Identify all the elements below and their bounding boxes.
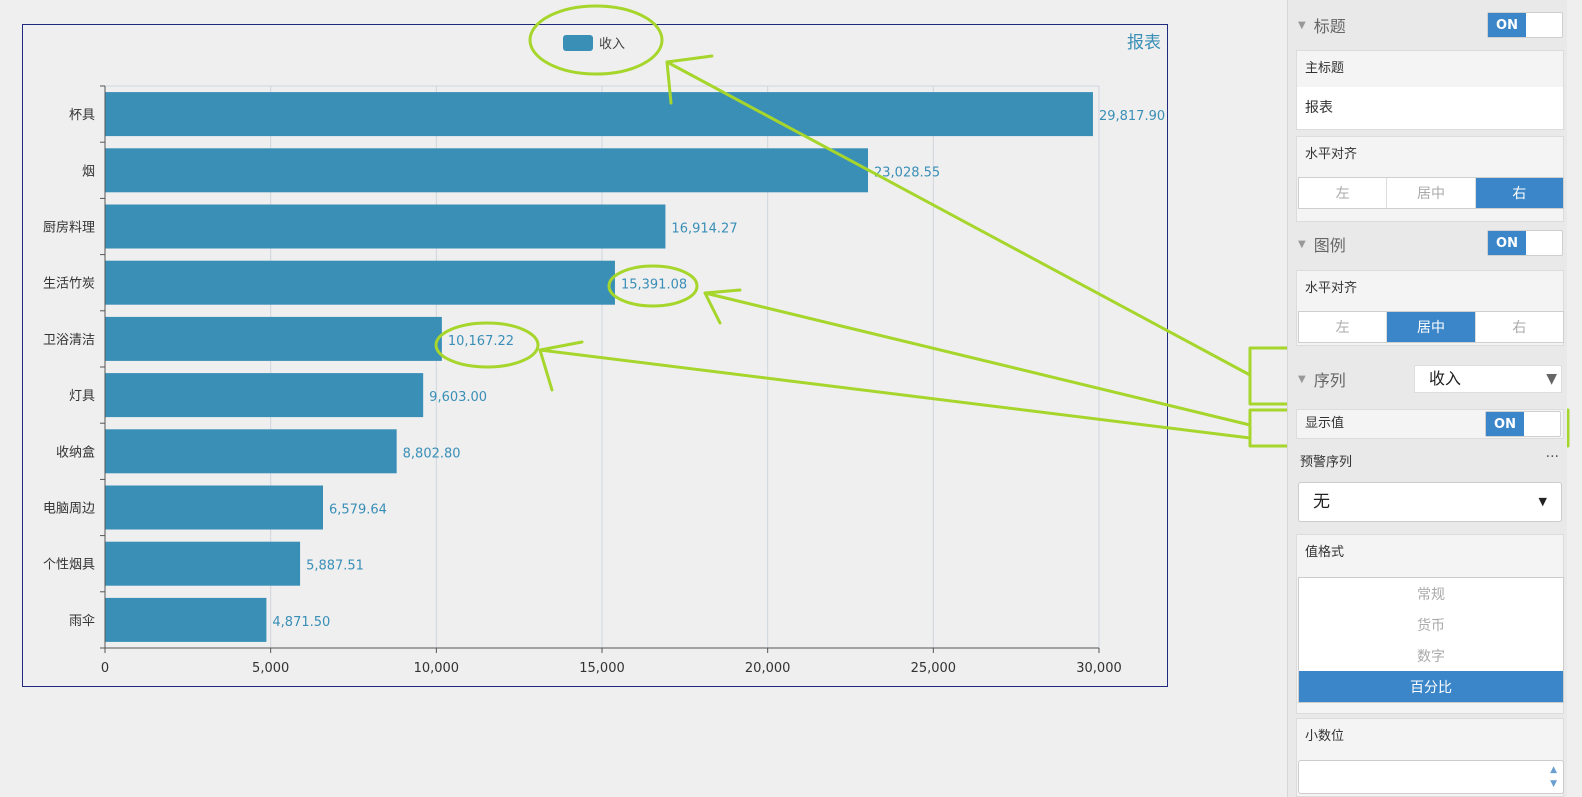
bar <box>105 316 442 361</box>
spinner-arrows-icon[interactable]: ▲ ▼ <box>1550 765 1557 789</box>
bar <box>105 429 397 474</box>
bar-value-label: 23,028.55 <box>874 165 940 180</box>
bar <box>105 541 301 586</box>
title-toggle-on: ON <box>1488 13 1526 37</box>
bar-value-label: 9,603.00 <box>429 390 487 405</box>
legend-align-right[interactable]: 右 <box>1512 320 1527 336</box>
main-title-label: 主标题 <box>1297 51 1563 87</box>
bar-value-label: 6,579.64 <box>329 503 387 518</box>
section-title-header[interactable]: ▼ 标题 ON <box>1288 5 1568 45</box>
bar-value-label: 4,871.50 <box>272 615 330 630</box>
decimals-input[interactable]: ▲ ▼ <box>1298 760 1564 794</box>
section-series-header[interactable]: ▼ 序列 收入 ▼ <box>1288 359 1568 399</box>
y-category-label: 卫浴清洁 <box>43 333 95 348</box>
bar-value-label: 29,817.90 <box>1099 109 1165 124</box>
section-legend-label: 图例 <box>1313 236 1346 255</box>
legend-align-center[interactable]: 居中 <box>1387 312 1476 342</box>
format-option-number[interactable]: 数字 <box>1417 648 1445 665</box>
format-option-currency[interactable]: 货币 <box>1417 617 1445 634</box>
main-title-card: 主标题 报表 <box>1296 50 1564 130</box>
show-values-toggle[interactable]: ON <box>1485 411 1561 437</box>
bar <box>105 485 324 530</box>
title-align-center[interactable]: 居中 <box>1387 178 1476 208</box>
series-select[interactable]: 收入 ▼ <box>1414 365 1562 393</box>
title-align-label: 水平对齐 <box>1297 137 1563 173</box>
collapse-triangle-icon[interactable]: ▼ <box>1298 19 1306 31</box>
y-category-label: 烟 <box>82 164 95 179</box>
bar <box>105 260 615 305</box>
format-option-general[interactable]: 常规 <box>1417 586 1445 603</box>
y-category-label: 雨伞 <box>69 613 95 629</box>
title-align-left[interactable]: 左 <box>1299 178 1388 208</box>
legend-align-left[interactable]: 左 <box>1299 312 1388 342</box>
collapse-triangle-icon[interactable]: ▼ <box>1298 373 1306 385</box>
title-align-right[interactable]: 右 <box>1475 178 1563 208</box>
bar-value-label: 8,802.80 <box>403 446 461 461</box>
y-category-label: 个性烟具 <box>43 558 95 573</box>
title-align-segmented: 左 居中 右 <box>1298 177 1564 209</box>
warning-series-select[interactable]: 无 ▼ <box>1298 482 1562 522</box>
x-tick-label: 0 <box>101 661 109 676</box>
y-category-label: 杯具 <box>69 108 95 123</box>
dropdown-caret-icon: ▼ <box>1538 495 1547 508</box>
show-values-toggle-on: ON <box>1486 412 1524 436</box>
bar <box>105 597 267 642</box>
bar-value-label: 10,167.22 <box>448 334 514 349</box>
y-category-label: 生活竹炭 <box>43 277 95 292</box>
legend-align-segmented: 左 居中 右 <box>1298 311 1564 343</box>
title-toggle[interactable]: ON <box>1487 12 1563 38</box>
y-category-label: 收纳盒 <box>56 444 95 460</box>
series-select-value: 收入 <box>1429 369 1462 388</box>
y-category-label: 厨房料理 <box>43 220 95 236</box>
legend-align-label: 水平对齐 <box>1297 271 1563 307</box>
section-title-label: 标题 <box>1313 17 1346 36</box>
legend-toggle[interactable]: ON <box>1487 230 1563 256</box>
section-legend-header[interactable]: ▼ 图例 ON <box>1288 224 1568 264</box>
bar <box>105 373 424 418</box>
value-format-label: 值格式 <box>1297 535 1563 571</box>
value-format-list: 常规 货币 数字 百分比 <box>1298 577 1564 703</box>
x-tick-label: 15,000 <box>579 661 625 676</box>
y-category-label: 电脑周边 <box>43 502 95 517</box>
x-tick-label: 30,000 <box>1076 661 1122 676</box>
more-options-icon[interactable]: ··· <box>1545 449 1559 465</box>
legend-toggle-on: ON <box>1488 231 1526 255</box>
bar-value-label: 5,887.51 <box>306 559 364 574</box>
bar-value-label: 16,914.27 <box>671 222 737 237</box>
bar <box>105 204 666 249</box>
x-tick-label: 25,000 <box>911 661 957 676</box>
section-series-label: 序列 <box>1313 371 1346 390</box>
y-category-label: 灯具 <box>69 389 95 404</box>
format-option-percent[interactable]: 百分比 <box>1299 671 1563 702</box>
dropdown-caret-icon: ▼ <box>1546 371 1557 387</box>
collapse-triangle-icon[interactable]: ▼ <box>1298 238 1306 250</box>
chart-title: 报表 <box>1127 33 1161 53</box>
x-tick-label: 20,000 <box>745 661 791 676</box>
x-tick-label: 5,000 <box>252 661 289 676</box>
warning-series-label: 预警序列 <box>1300 455 1353 470</box>
x-tick-label: 10,000 <box>414 661 460 676</box>
settings-panel: ▼ 标题 ON 主标题 报表 水平对齐 左 居中 右 ▼ 图例 ON 水平对齐 … <box>1287 0 1567 797</box>
warning-series-value: 无 <box>1313 492 1330 512</box>
main-title-input[interactable]: 报表 <box>1305 100 1333 116</box>
bar-value-label: 15,391.08 <box>621 278 687 293</box>
bar <box>105 92 1093 137</box>
decimals-label: 小数位 <box>1297 719 1563 755</box>
bar <box>105 148 869 193</box>
